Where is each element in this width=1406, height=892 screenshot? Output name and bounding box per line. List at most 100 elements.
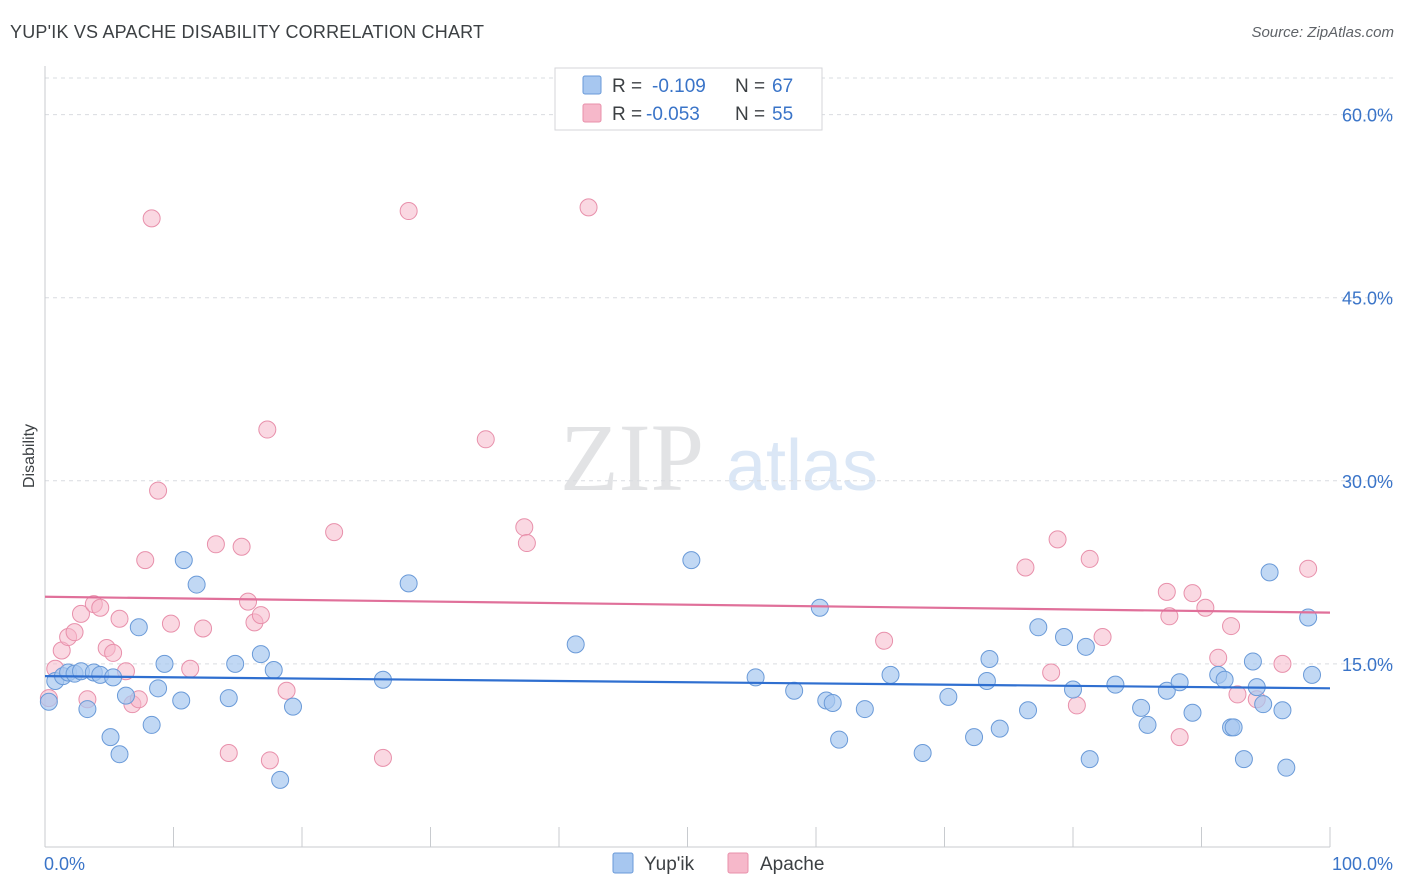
yupik-point — [1260, 563, 1279, 582]
yupik-point — [810, 598, 829, 617]
apache-point — [579, 198, 598, 217]
bottom-legend-swatch-apache — [727, 852, 749, 874]
yupik-point — [1243, 652, 1262, 671]
apache-point — [373, 748, 392, 767]
yupik-point — [881, 665, 900, 684]
trend-line-apache — [44, 595, 1331, 614]
yupik-point — [980, 650, 999, 669]
x-tick-label-min: 0.0% — [44, 854, 85, 874]
bottom-legend-swatch-yupik — [612, 852, 634, 874]
yupik-point — [1224, 718, 1243, 737]
apache-point — [1209, 648, 1228, 667]
yupik-point — [913, 744, 932, 763]
yupik-point — [1080, 750, 1099, 769]
axes — [44, 66, 1331, 848]
apache-point — [136, 551, 155, 570]
yupik-point — [1029, 618, 1048, 637]
yupik-point — [1273, 701, 1292, 720]
apache-point — [399, 202, 418, 221]
yupik-point — [399, 574, 418, 593]
yupik-point — [149, 679, 168, 698]
yupik-point — [1019, 701, 1038, 720]
yupik-point — [855, 700, 874, 719]
yupik-point — [785, 681, 804, 700]
apache-point — [1196, 598, 1215, 617]
y-tick-label-45: 45.0% — [1342, 289, 1393, 309]
yupik-point — [271, 770, 290, 789]
correlation-legend: R = -0.109 N = 67 R = -0.053 N = 55 — [554, 67, 823, 131]
apache-point — [161, 614, 180, 633]
trend-lines — [44, 595, 1331, 690]
y-axis-title: Disability — [21, 424, 38, 488]
apache-point — [71, 604, 90, 623]
legend-r-value-yupik: -0.109 — [652, 76, 706, 97]
yupik-point — [174, 551, 193, 570]
apache-point — [181, 659, 200, 678]
yupik-point — [990, 719, 1009, 738]
apache-point — [232, 537, 251, 556]
apache-point — [476, 430, 495, 449]
y-tick-label-30: 30.0% — [1342, 472, 1393, 492]
yupik-point — [78, 700, 97, 719]
apache-point — [110, 609, 129, 628]
apache-point — [260, 751, 279, 770]
yupik-point — [1234, 750, 1253, 769]
yupik-point — [264, 661, 283, 680]
apache-point — [258, 420, 277, 439]
apache-point — [1228, 685, 1247, 704]
y-tick-labels: 15.0% 30.0% 45.0% 60.0% — [1342, 106, 1393, 675]
yupik-point — [1064, 680, 1082, 699]
yupik-point — [251, 645, 270, 664]
yupik-point — [116, 686, 135, 705]
apache-point — [875, 631, 894, 650]
apache-point — [239, 592, 258, 611]
chart-title: YUP'IK VS APACHE DISABILITY CORRELATION … — [10, 22, 485, 42]
legend-swatch-yupik — [582, 75, 602, 95]
x-tick-labels: 0.0% 100.0% — [44, 854, 1393, 874]
yupik-point — [746, 668, 765, 687]
series-legend: Yup'ik Apache — [612, 852, 824, 875]
yupik-point — [110, 745, 129, 764]
yupik-point — [39, 692, 58, 711]
yupik-point — [172, 691, 191, 710]
apache-point — [251, 606, 270, 625]
apache-point — [517, 534, 536, 553]
legend-swatch-apache — [582, 103, 602, 123]
apache-point — [219, 744, 238, 763]
apache-point — [1067, 696, 1086, 715]
apache-point — [149, 481, 168, 500]
yupik-point — [965, 728, 984, 747]
apache-point — [1016, 558, 1035, 577]
legend-n-value-apache: 55 — [772, 104, 793, 125]
yupik-point — [1303, 665, 1322, 684]
watermark-atlas: atlas — [726, 426, 878, 506]
yupik-point — [1170, 673, 1189, 692]
x-tick-label-max: 100.0% — [1332, 854, 1393, 874]
yupik-point — [284, 697, 303, 716]
y-tick-label-15: 15.0% — [1342, 655, 1393, 675]
legend-r-value-apache: -0.053 — [646, 104, 700, 125]
yupik-point — [977, 671, 996, 690]
apache-point — [1093, 628, 1112, 647]
yupik-point — [142, 715, 161, 734]
apache-point — [1183, 584, 1202, 603]
gridlines — [45, 77, 1393, 665]
trend-line-yupik — [44, 675, 1331, 690]
apache-point — [1222, 617, 1241, 636]
yupik-point — [1215, 670, 1234, 689]
y-tick-label-60: 60.0% — [1342, 106, 1393, 126]
apache-point — [277, 681, 296, 700]
bottom-legend-label-apache: Apache — [760, 854, 824, 875]
yupik-point — [566, 635, 585, 654]
yupik-point — [219, 689, 238, 708]
yupik-point — [155, 654, 174, 673]
yupik-point — [823, 693, 842, 712]
yupik-point — [1055, 628, 1074, 647]
yupik-point — [129, 618, 148, 637]
yupik-point — [187, 575, 206, 594]
apache-point — [1157, 582, 1176, 601]
apache-point — [1170, 728, 1189, 747]
yupik-point — [1277, 758, 1296, 777]
legend-n-value-yupik: 67 — [772, 76, 793, 97]
